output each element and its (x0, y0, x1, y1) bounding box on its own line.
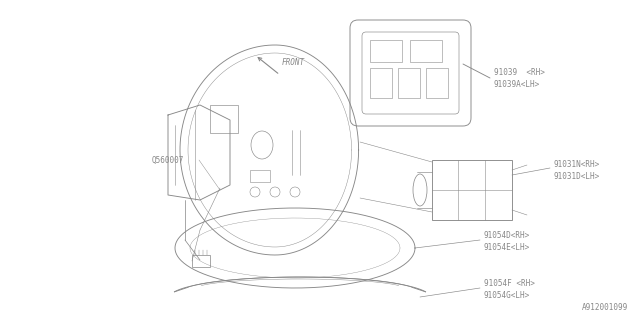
Text: 91054F <RH>: 91054F <RH> (484, 278, 535, 287)
Bar (370, 40, 402, 62)
Text: FRONT: FRONT (282, 58, 305, 67)
Text: 91054D<RH>: 91054D<RH> (484, 230, 531, 239)
Text: 91031N<RH>: 91031N<RH> (554, 159, 600, 169)
Text: A912001099: A912001099 (582, 303, 628, 312)
Bar (210, 105, 238, 133)
Text: 91031D<LH>: 91031D<LH> (554, 172, 600, 180)
Bar (192, 255, 210, 267)
Bar (370, 68, 392, 98)
Text: 91039A<LH>: 91039A<LH> (494, 79, 540, 89)
Bar (410, 40, 442, 62)
Bar (250, 170, 270, 182)
Text: 91054E<LH>: 91054E<LH> (484, 243, 531, 252)
Text: Q560007: Q560007 (152, 156, 184, 164)
Bar (398, 68, 420, 98)
Bar (432, 160, 512, 220)
Text: 91054G<LH>: 91054G<LH> (484, 291, 531, 300)
Text: 91039  <RH>: 91039 <RH> (494, 68, 545, 76)
Bar (426, 68, 448, 98)
